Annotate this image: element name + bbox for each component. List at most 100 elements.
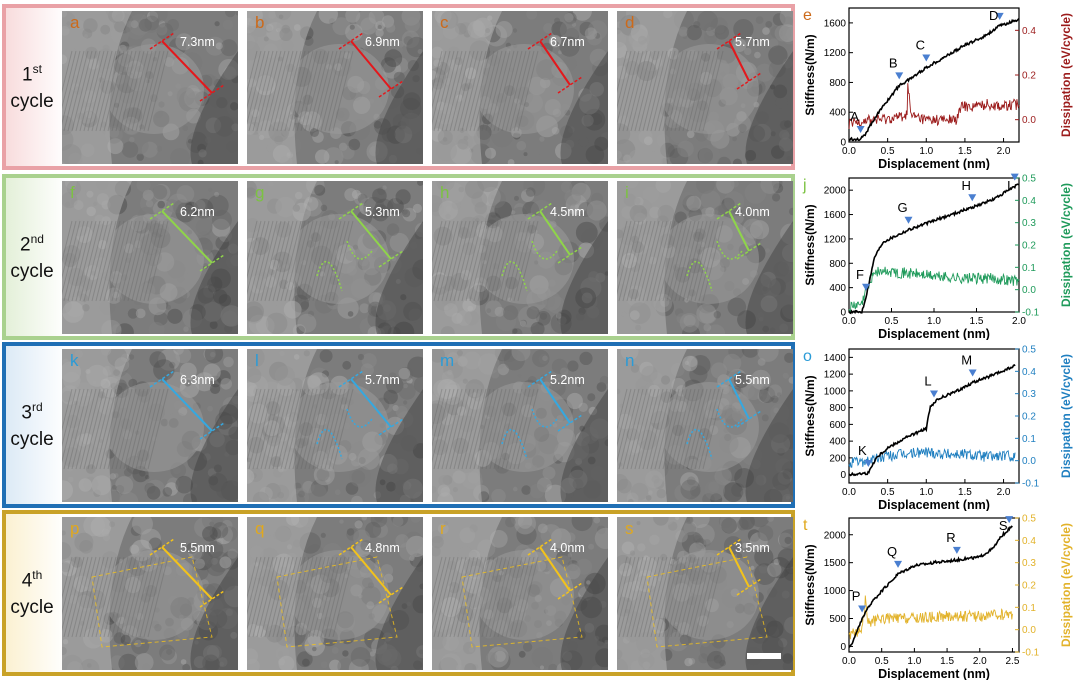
annotation-label: M [961, 353, 972, 368]
y2-tick-label: 0.4 [1022, 196, 1036, 207]
x-tick-label: 0.5 [881, 487, 895, 498]
y-tick-label: 0 [840, 642, 846, 653]
annotation-arrow [1010, 173, 1019, 181]
tem-image-h: h 4.5nm [432, 180, 608, 334]
tem-image-n: n 5.5nm [617, 348, 793, 502]
y-tick-label: 800 [829, 403, 846, 414]
tem-image-k: k 6.3nm [62, 348, 238, 502]
tem-image-d: d 5.7nm [617, 10, 793, 164]
plot-o: o 0.0 0.5 1.0 1.5 2.0 0 200 400 600 800 1000 1200 140… [797, 341, 1080, 513]
measurement-label: 4.0nm [550, 540, 585, 555]
cycle-number: 4 [21, 570, 33, 592]
plot-letter: t [803, 517, 808, 534]
annotation-label: L [924, 373, 931, 388]
cycle-word: cycle [10, 261, 54, 283]
annotation-label: H [962, 178, 971, 193]
y2-axis-label: Dissipation (eV/cycle) [1059, 523, 1073, 647]
cycle-word: cycle [10, 91, 54, 113]
x-tick-label: 2.0 [1012, 316, 1026, 327]
cycle-ordinal: rd [31, 400, 43, 414]
tem-image-p: p 5.5nm [62, 516, 238, 670]
cycle-band-3: 3rd cycle k 6.3nm l 5.7nm m 5.2nm n 5.5nm [2, 342, 795, 508]
measurement-label: 5.3nm [365, 204, 400, 219]
dissipation-line [848, 266, 1020, 313]
x-tick-label: 0.5 [885, 316, 899, 327]
cycle-word: cycle [10, 597, 54, 619]
x-tick-label: 0.0 [842, 146, 856, 157]
panel-letter-a: a [70, 12, 80, 32]
panel-letter-f: f [70, 182, 75, 202]
annotation-label: S [999, 518, 1008, 533]
y-tick-label: 1200 [824, 370, 847, 381]
annotation-arrow [968, 194, 977, 202]
annotation-arrow [922, 54, 931, 62]
y-axis-label: Stiffness(N/m) [803, 34, 817, 115]
measurement-label: 4.5nm [550, 204, 585, 219]
dissipation-line [848, 595, 1013, 640]
y-axis-label: Stiffness(N/m) [803, 204, 817, 285]
plot-svg: t 0.0 0.5 1.0 1.5 2.0 2.5 0 500 1000 1500 2000 -0.1 0… [803, 514, 1073, 682]
cycle-band-2: 2nd cycle f 6.2nm g 5.3nm h 4.5nm i 4.0nm [2, 174, 795, 340]
y2-tick-label: 0.5 [1022, 174, 1036, 185]
stiffness-line [848, 525, 1013, 648]
plot-frame [848, 517, 1020, 653]
panel-letter-q: q [255, 518, 265, 538]
panel-letter-b: b [255, 12, 265, 32]
plot-svg: o 0.0 0.5 1.0 1.5 2.0 0 200 400 600 800 1000 1200 140… [803, 345, 1073, 513]
y-tick-label: 1500 [824, 558, 847, 569]
y2-axis-label: Dissipation (eV/cycle) [1059, 13, 1073, 137]
y-tick-label: 1400 [824, 353, 847, 364]
y-tick-label: 800 [829, 78, 846, 89]
cycle-ordinal: st [32, 62, 42, 76]
x-axis-label: Displacement (nm) [878, 498, 990, 511]
y2-tick-label: 0.3 [1022, 389, 1036, 400]
annotation-arrow [894, 560, 903, 568]
measurement-label: 6.3nm [180, 372, 215, 387]
y-tick-label: 0 [840, 138, 846, 149]
y2-tick-label: 0.0 [1022, 625, 1036, 636]
y-tick-label: 1600 [824, 210, 847, 221]
panel-letter-d: d [625, 12, 635, 32]
y2-tick-label: 0.2 [1022, 241, 1036, 252]
y-tick-label: 1200 [824, 48, 847, 59]
x-axis-label: Displacement (nm) [878, 157, 990, 170]
stiffness-line [848, 364, 1016, 477]
measurement-label: 6.2nm [180, 204, 215, 219]
x-tick-label: 1.5 [940, 656, 954, 667]
annotation-arrow [895, 72, 904, 80]
y-tick-label: 400 [829, 108, 846, 119]
x-tick-label: 0.5 [881, 146, 895, 157]
plot-svg: e 0.0 0.5 1.0 1.5 2.0 0 400 800 1200 1600 0.0 0.2 0.4… [803, 7, 1073, 171]
y-axis-label: Stiffness(N/m) [803, 375, 817, 456]
cycle-ordinal: nd [30, 232, 44, 246]
y-tick-label: 400 [829, 437, 846, 448]
y2-tick-label: 0.4 [1022, 367, 1036, 378]
panel-letter-s: s [625, 518, 634, 538]
x-tick-label: 0.0 [842, 656, 856, 667]
plot-letter: j [802, 177, 807, 194]
annotation-label: A [850, 109, 859, 124]
annotation-arrow [858, 605, 867, 613]
y2-tick-label: 0.4 [1022, 26, 1036, 37]
tem-image-c: c 6.7nm [432, 10, 608, 164]
y2-tick-label: 0.0 [1022, 285, 1036, 296]
annotation-label: D [989, 8, 998, 23]
annotation-arrow [968, 369, 977, 377]
cycle-band-1: 1st cycle a 7.3nm b 6.9nm c 6.7nm d 5.7nm [2, 4, 795, 170]
cycle-label: 2nd cycle [6, 226, 58, 285]
y2-tick-label: 0.2 [1022, 581, 1036, 592]
y2-tick-label: 0.0 [1022, 456, 1036, 467]
panel-letter-i: i [625, 182, 629, 202]
plot-letter: o [803, 348, 812, 365]
y-tick-label: 1000 [824, 586, 847, 597]
y-tick-label: 400 [829, 283, 846, 294]
x-tick-label: 1.0 [907, 656, 921, 667]
stiffness-line [848, 183, 1020, 315]
x-tick-label: 2.0 [973, 656, 987, 667]
annotation-arrow [952, 546, 961, 554]
tem-image-m: m 5.2nm [432, 348, 608, 502]
measurement-label: 5.5nm [735, 372, 770, 387]
y-tick-label: 500 [829, 614, 846, 625]
annotation-label: B [889, 55, 898, 70]
annotation-label: R [946, 530, 955, 545]
